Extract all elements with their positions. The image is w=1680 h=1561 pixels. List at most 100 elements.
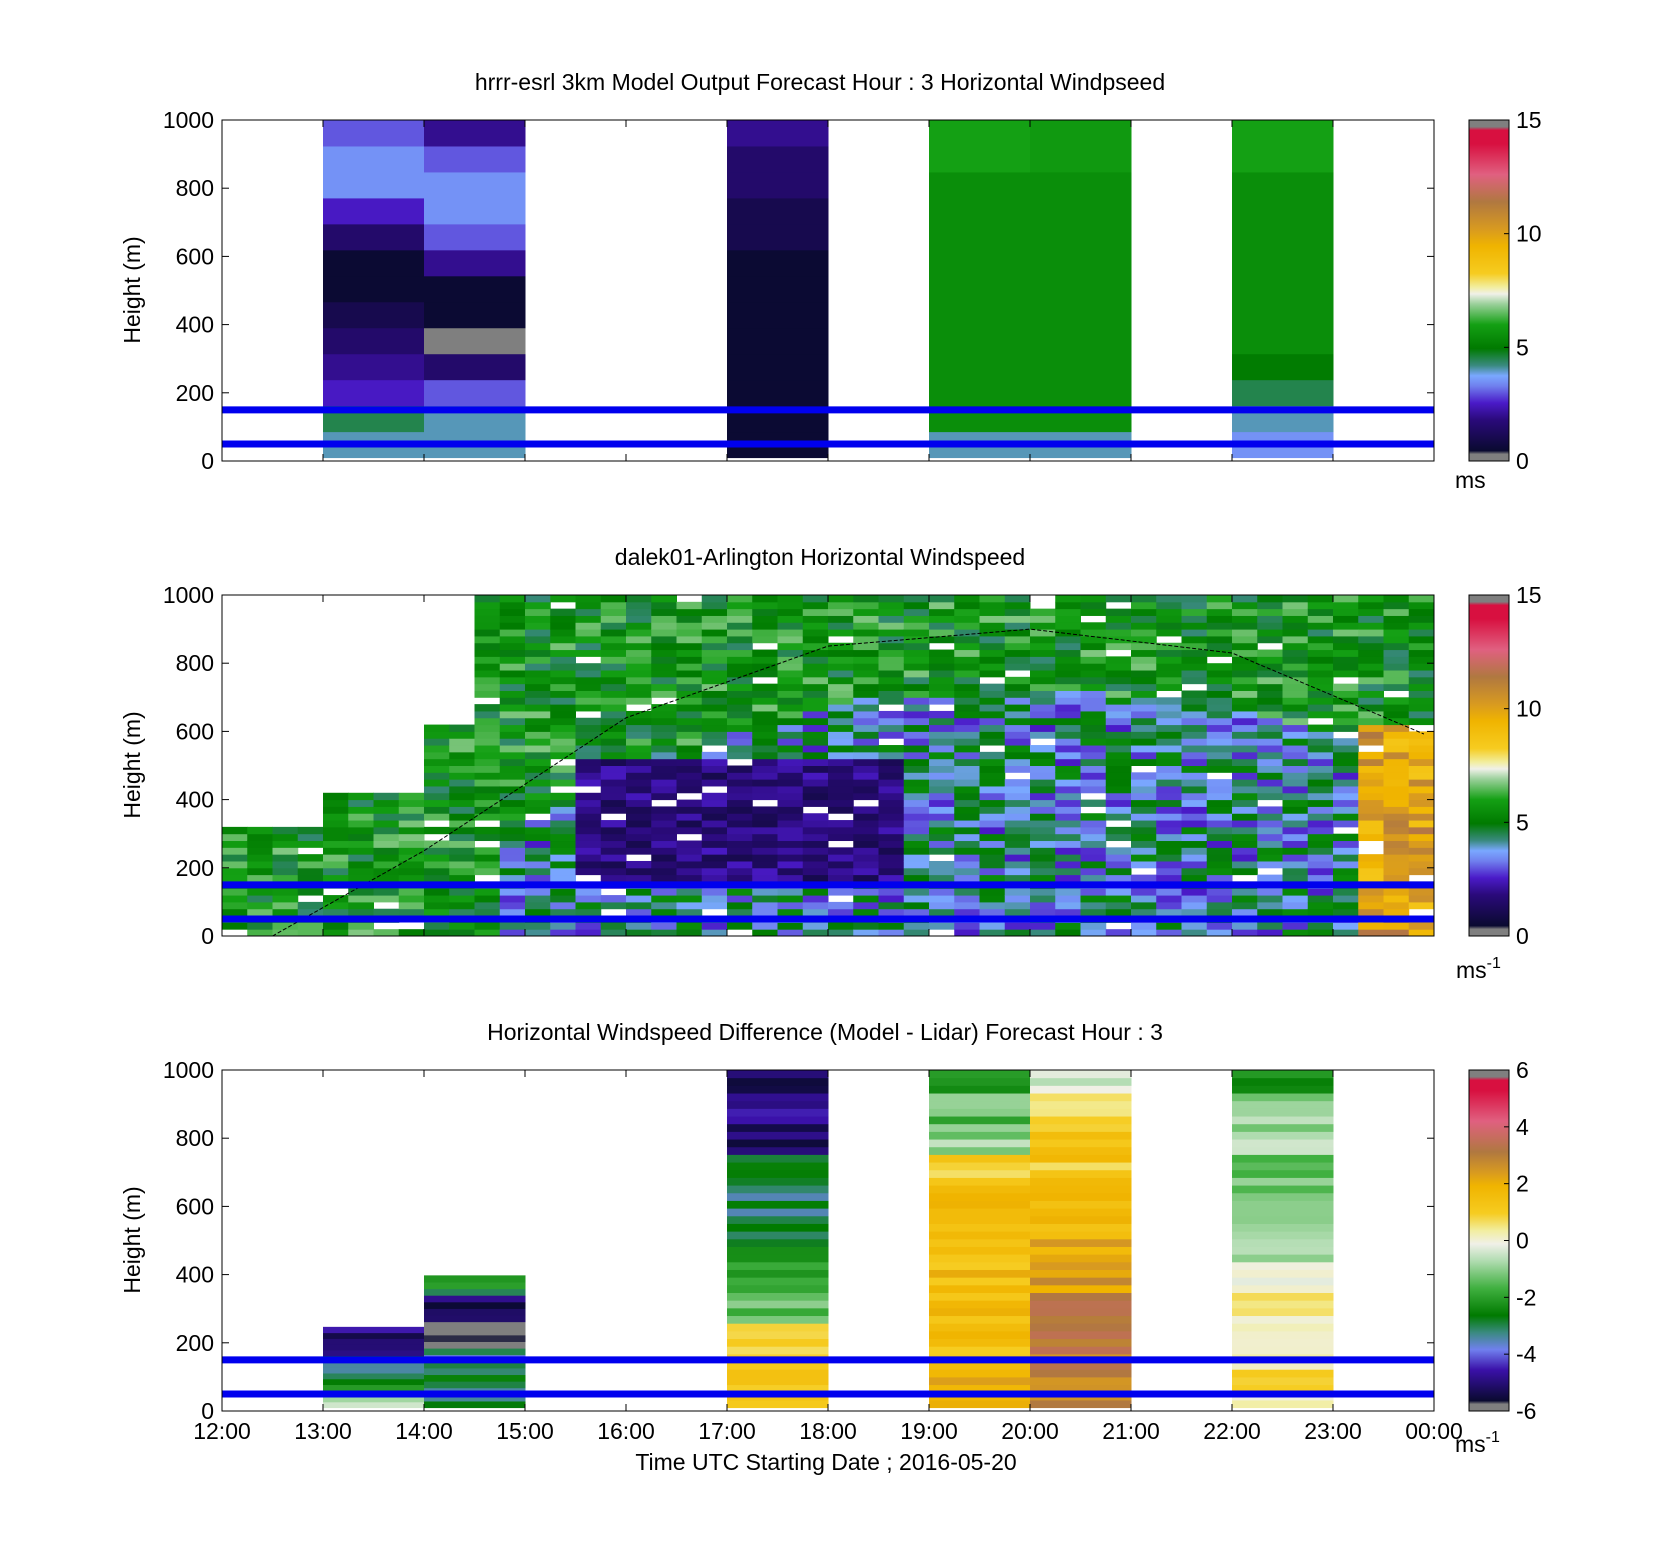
lidar-speed-cell bbox=[777, 649, 804, 657]
lidar-speed-cell bbox=[1080, 888, 1107, 896]
lidar-speed-cell bbox=[929, 874, 955, 882]
lidar-speed-cell bbox=[373, 888, 400, 896]
lidar-speed-cell bbox=[1105, 697, 1132, 705]
lidar-speed-cell bbox=[1383, 806, 1410, 814]
lidar-speed-cell bbox=[651, 642, 677, 651]
lidar-speed-cell bbox=[1080, 908, 1107, 917]
lidar-speed-cell bbox=[1181, 888, 1208, 896]
lidar-speed-cell bbox=[1156, 615, 1182, 623]
lidar-speed-cell bbox=[575, 758, 602, 766]
lidar-speed-cell bbox=[676, 629, 703, 637]
lidar-speed-cell bbox=[676, 867, 703, 876]
lidar-speed-cell bbox=[499, 772, 526, 780]
lidar-speed-cell bbox=[525, 758, 551, 766]
model-speed-cell bbox=[727, 353, 829, 381]
lidar-speed-cell bbox=[1333, 649, 1359, 657]
lidar-speed-cell bbox=[701, 758, 728, 766]
model-speed-cell bbox=[1232, 275, 1334, 303]
lidar-speed-cell bbox=[1358, 690, 1384, 698]
lidar-speed-cell bbox=[1030, 806, 1056, 814]
lidar-speed-cell bbox=[878, 676, 905, 685]
lidar-speed-cell bbox=[1181, 847, 1208, 855]
lidar-speed-cell bbox=[1257, 635, 1283, 644]
difference-cell bbox=[727, 1323, 829, 1332]
lidar-speed-cell bbox=[550, 615, 576, 623]
lidar-speed-cell bbox=[853, 676, 879, 685]
lidar-speed-cell bbox=[1333, 820, 1359, 828]
lidar-speed-cell bbox=[853, 758, 879, 766]
lidar-speed-cell bbox=[1206, 670, 1233, 678]
difference-cell bbox=[727, 1315, 829, 1324]
lidar-speed-cell bbox=[626, 676, 652, 685]
lidar-speed-cell bbox=[1206, 731, 1233, 739]
lidar-speed-cell bbox=[752, 929, 778, 936]
lidar-speed-cell bbox=[272, 874, 299, 882]
lidar-speed-cell bbox=[474, 772, 501, 780]
lidar-speed-cell bbox=[727, 595, 753, 603]
lidar-speed-cell bbox=[1080, 697, 1107, 705]
lidar-speed-cell bbox=[651, 874, 677, 882]
lidar-speed-cell bbox=[1156, 895, 1182, 903]
x-tick-label: 19:00 bbox=[900, 1418, 958, 1444]
lidar-speed-cell bbox=[1030, 826, 1056, 835]
lidar-speed-cell bbox=[474, 826, 501, 835]
lidar-speed-cell bbox=[802, 874, 829, 882]
lidar-speed-cell bbox=[676, 820, 703, 828]
lidar-speed-cell bbox=[550, 731, 576, 739]
difference-cell bbox=[727, 1292, 829, 1301]
lidar-speed-cell bbox=[247, 840, 273, 848]
lidar-speed-cell bbox=[651, 813, 677, 821]
lidar-speed-cell bbox=[1156, 840, 1182, 848]
lidar-speed-cell bbox=[1105, 779, 1132, 787]
difference-cell bbox=[1030, 1231, 1132, 1240]
lidar-speed-cell bbox=[1307, 704, 1334, 712]
difference-cell bbox=[929, 1292, 1031, 1301]
lidar-speed-cell bbox=[777, 922, 804, 930]
difference-cell bbox=[424, 1301, 526, 1309]
lidar-speed-cell bbox=[853, 622, 879, 630]
lidar-speed-cell bbox=[1055, 833, 1081, 842]
lidar-speed-cell bbox=[1257, 840, 1283, 848]
lidar-speed-cell bbox=[1181, 608, 1208, 616]
lidar-speed-cell bbox=[878, 649, 905, 657]
lidar-speed-cell bbox=[878, 833, 905, 842]
lidar-speed-cell bbox=[1232, 683, 1258, 691]
lidar-speed-cell bbox=[1080, 595, 1107, 603]
lidar-speed-cell bbox=[1232, 806, 1258, 814]
lidar-speed-cell bbox=[1358, 813, 1384, 821]
difference-cell bbox=[727, 1384, 829, 1393]
lidar-speed-cell bbox=[828, 772, 854, 780]
lidar-speed-cell bbox=[575, 806, 602, 814]
lidar-speed-cell bbox=[1383, 595, 1410, 603]
lidar-speed-cell bbox=[575, 738, 602, 746]
lidar-speed-cell bbox=[1131, 635, 1157, 644]
lidar-speed-cell bbox=[802, 697, 829, 705]
lidar-speed-cell bbox=[676, 635, 703, 644]
difference-cell bbox=[1030, 1077, 1132, 1086]
lidar-speed-cell bbox=[1257, 765, 1283, 773]
lidar-speed-cell bbox=[1232, 629, 1258, 637]
lidar-speed-cell bbox=[802, 901, 829, 910]
lidar-speed-cell bbox=[1181, 601, 1208, 610]
lidar-speed-cell bbox=[1358, 615, 1384, 623]
difference-plot-area bbox=[221, 1069, 1435, 1412]
colorbar-tick-label: -2 bbox=[1516, 1284, 1536, 1310]
lidar-speed-cell bbox=[348, 833, 374, 842]
lidar-speed-cell bbox=[1055, 888, 1081, 896]
lidar-speed-cell bbox=[929, 622, 955, 630]
difference-cell bbox=[1030, 1085, 1132, 1094]
lidar-speed-cell bbox=[525, 799, 551, 807]
lidar-speed-cell bbox=[1206, 676, 1233, 685]
lidar-speed-cell bbox=[676, 922, 703, 930]
lidar-speed-cell bbox=[802, 663, 829, 671]
lidar-speed-cell bbox=[449, 895, 475, 903]
lidar-speed-cell bbox=[373, 895, 400, 903]
lidar-speed-cell bbox=[878, 765, 905, 773]
lidar-speed-cell bbox=[1206, 895, 1233, 903]
lidar-speed-cell bbox=[752, 690, 778, 698]
lidar-speed-cell bbox=[954, 683, 980, 691]
lidar-speed-cell bbox=[929, 826, 955, 835]
lidar-speed-cell bbox=[1206, 717, 1233, 726]
lidar-speed-cell bbox=[1232, 792, 1258, 801]
